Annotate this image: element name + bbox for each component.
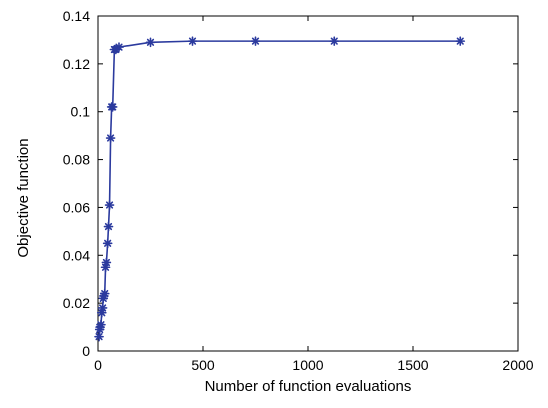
- data-point: [145, 37, 156, 48]
- data-point: [103, 221, 114, 232]
- data-point: [102, 238, 113, 249]
- plot-area: [97, 15, 519, 352]
- data-point: [101, 257, 112, 268]
- data-point-stroke: [146, 38, 155, 46]
- data-point: [250, 36, 261, 46]
- data-point: [97, 303, 108, 313]
- data-point-stroke: [115, 43, 123, 51]
- data-point: [455, 36, 466, 46]
- data-point-stroke: [104, 239, 112, 247]
- data-point-stroke: [105, 201, 114, 209]
- y-tick-label: 0.06: [63, 199, 90, 215]
- data-point-stroke: [95, 333, 103, 341]
- data-point: [105, 133, 116, 143]
- data-point: [187, 36, 198, 46]
- data-point-stroke: [188, 37, 197, 45]
- y-tick-label: 0.04: [63, 247, 90, 263]
- x-tick-label: 500: [191, 357, 215, 373]
- y-tick-label: 0.14: [63, 8, 90, 24]
- data-point: [96, 319, 106, 330]
- data-point: [94, 331, 104, 342]
- axes-box: [97, 15, 519, 352]
- x-tick-label: 1000: [292, 357, 323, 373]
- series-layer: [94, 36, 466, 342]
- data-point: [104, 200, 115, 210]
- data-point-stroke: [109, 103, 117, 111]
- data-point-stroke: [101, 289, 109, 298]
- y-tick-label: 0.02: [63, 295, 90, 311]
- data-point: [107, 102, 118, 112]
- data-point-stroke: [104, 222, 113, 231]
- x-tick-label: 2000: [502, 357, 533, 373]
- data-point-stroke: [456, 37, 464, 45]
- y-tick-label: 0: [82, 343, 90, 359]
- data-point: [99, 288, 110, 299]
- data-point-stroke: [330, 37, 338, 45]
- y-axis-label: Objective function: [15, 138, 32, 257]
- y-tick-label: 0.12: [63, 56, 90, 72]
- data-point-stroke: [97, 321, 105, 329]
- data-point: [114, 42, 124, 52]
- data-point-stroke: [99, 304, 107, 312]
- data-point: [329, 36, 340, 46]
- y-tick-label: 0.1: [71, 104, 91, 120]
- data-point-stroke: [107, 134, 115, 142]
- x-axis-ticks: 0 500 1000 1500 2000: [94, 16, 534, 373]
- data-point-stroke: [98, 309, 106, 317]
- x-axis-label: Number of function evaluations: [205, 378, 412, 395]
- data-point-stroke: [102, 258, 110, 267]
- x-tick-label: 1500: [397, 357, 428, 373]
- x-tick-label: 0: [94, 357, 102, 373]
- y-tick-label: 0.08: [63, 152, 90, 168]
- data-point-stroke: [251, 37, 260, 45]
- y-axis-ticks: 0 0.02 0.04 0.06 0.08 0.1 0.12 0.14: [63, 8, 518, 359]
- data-point-stroke: [101, 263, 110, 271]
